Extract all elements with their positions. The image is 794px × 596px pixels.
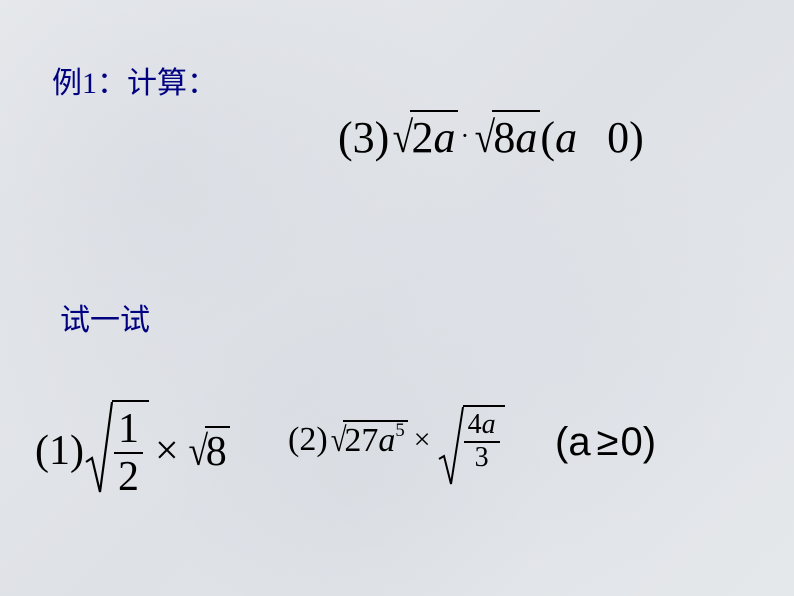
paren-close: ) <box>629 113 644 162</box>
frac-num-4a: 4a <box>464 410 500 443</box>
example-heading: 例1：计算： <box>52 58 217 102</box>
formula-try-2: (2)√27a5× 4a 3 <box>288 405 505 475</box>
formula-try-1: (1) 1 2 ×√8 <box>35 400 230 502</box>
sqrt-2a: √2a <box>389 110 458 163</box>
ge-operator: ≥ <box>597 420 619 464</box>
formula-example-3: (3)√2a·√8a(a0) <box>338 110 644 163</box>
sqrt-8: √8 <box>185 426 230 476</box>
times-operator-2: × <box>414 423 431 457</box>
paren-close-2: ) <box>643 420 656 464</box>
var-a3: a <box>378 422 395 459</box>
cond-var: a <box>555 113 577 162</box>
var-a4: a <box>482 409 496 440</box>
try-heading: 试一试 <box>60 295 150 339</box>
coef-2: 2 <box>411 113 433 162</box>
radicand-8: 8 <box>205 426 230 476</box>
coef-8: 8 <box>493 113 515 162</box>
sqrt-half: 1 2 <box>84 400 149 502</box>
coef-4: 4 <box>468 409 482 440</box>
radical-icon <box>84 400 114 495</box>
formula-label-1: (1) <box>35 428 84 474</box>
frac-num-1: 1 <box>114 406 143 454</box>
fraction-4a-3: 4a 3 <box>464 410 500 474</box>
dot-operator: · <box>460 120 469 150</box>
sqrt-4a-over-3: 4a 3 <box>437 405 505 475</box>
exp-5: 5 <box>395 420 404 441</box>
paren-open-2: ( <box>555 420 568 464</box>
fraction-half: 1 2 <box>114 406 143 500</box>
sqrt-27a5: √27a5 <box>328 420 408 460</box>
cond-val: 0 <box>607 113 629 162</box>
formula-label-2: (2) <box>288 421 328 458</box>
sqrt-8a: √8a <box>471 110 540 163</box>
cond-val-2: 0 <box>621 420 643 464</box>
cond-var-2: a <box>568 420 590 464</box>
var-a: a <box>433 113 455 162</box>
paren-open: ( <box>540 113 555 162</box>
times-operator: × <box>155 427 179 475</box>
formula-label: (3) <box>338 113 389 162</box>
frac-den-2: 2 <box>114 454 143 500</box>
frac-den-3: 3 <box>464 443 500 474</box>
radical-icon <box>437 405 465 487</box>
coef-27: 27 <box>344 422 378 459</box>
var-a2: a <box>515 113 537 162</box>
condition-a-ge-0: (a≥0) <box>555 420 656 465</box>
